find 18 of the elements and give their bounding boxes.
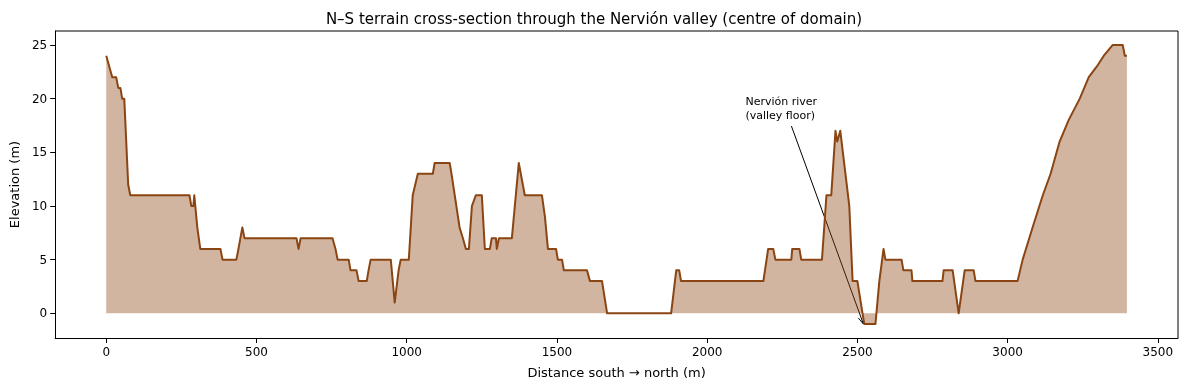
x-tick-label: 0 xyxy=(102,345,111,359)
x-tick-label: 1000 xyxy=(391,345,422,359)
y-tick-label: 0 xyxy=(39,306,48,321)
x-tick-label: 500 xyxy=(245,345,268,359)
x-axis-title: Distance south → north (m) xyxy=(527,365,706,380)
x-tick-label: 1500 xyxy=(541,345,573,359)
x-tick-label: 3000 xyxy=(992,345,1023,359)
annotation: Nervión river (valley floor) xyxy=(745,94,818,122)
y-tick-label: 5 xyxy=(39,252,48,267)
y-axis-title: Elevation (m) xyxy=(7,140,22,229)
y-tick-label: 25 xyxy=(31,37,48,52)
y-tick-label: 20 xyxy=(31,91,48,106)
x-tick-label: 2500 xyxy=(842,345,873,359)
y-tick-label: 10 xyxy=(31,198,48,213)
x-tick-label: 3500 xyxy=(1142,345,1174,359)
y-tick-label: 15 xyxy=(31,145,48,160)
x-tick-label: 2000 xyxy=(691,345,723,359)
chart-title: N–S terrain cross-section through the Nervión valley (centre of domain) xyxy=(325,9,863,28)
